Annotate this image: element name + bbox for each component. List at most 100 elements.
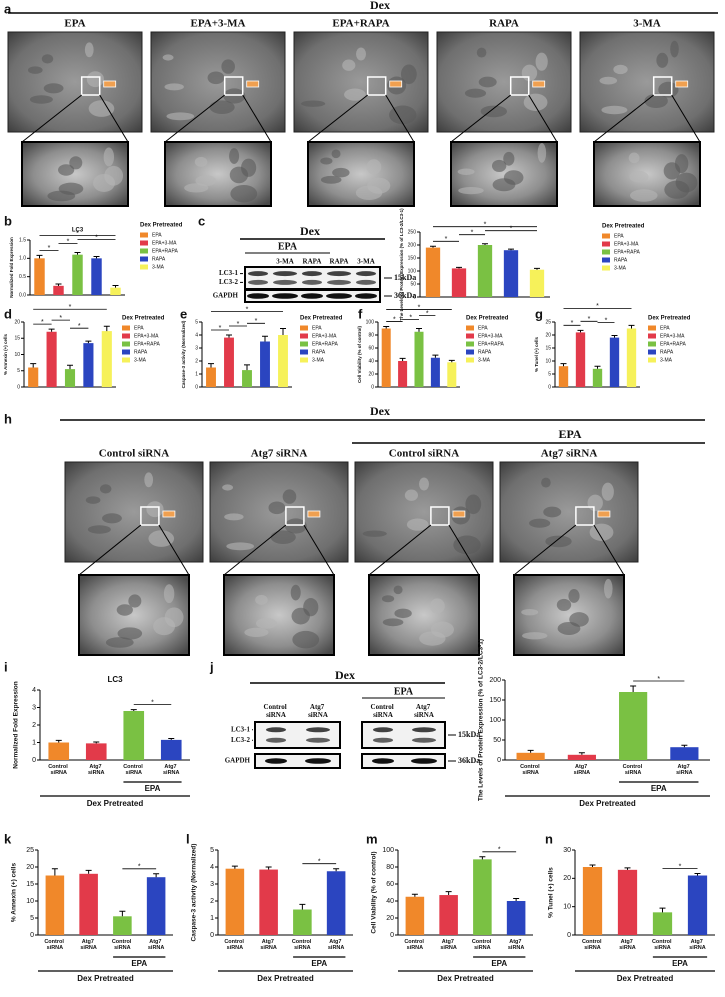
bar xyxy=(575,332,586,387)
significance-label: * xyxy=(151,699,154,706)
bar xyxy=(46,331,57,387)
error-bar xyxy=(74,251,81,255)
legend-title: Dex Pretreated xyxy=(300,316,343,322)
zoom-box xyxy=(366,76,387,96)
legend-title: Dex Pretreated xyxy=(648,316,691,322)
arrow-marker xyxy=(597,510,611,518)
error-bar xyxy=(333,868,340,872)
band xyxy=(356,271,376,277)
bar xyxy=(260,341,270,387)
legend-label: EPA+RAPA xyxy=(614,249,640,255)
organelle xyxy=(209,100,235,114)
error-bar xyxy=(119,910,126,917)
legend-swatch xyxy=(122,349,130,355)
bar xyxy=(123,711,145,760)
band xyxy=(327,271,351,277)
organelle xyxy=(284,518,307,534)
organelle xyxy=(362,530,387,537)
arrow-marker xyxy=(307,510,321,518)
micrograph xyxy=(579,31,715,133)
blot-group: EPA xyxy=(394,686,414,697)
significance-label: * xyxy=(95,234,98,241)
organelle xyxy=(529,518,551,528)
y-tick-label: 20 xyxy=(386,915,394,922)
error-bar xyxy=(479,856,486,860)
bar xyxy=(582,867,603,935)
bar xyxy=(425,247,441,297)
y-tick-label: 20 xyxy=(563,875,571,882)
legend-label: EPA+3-MA xyxy=(660,333,685,339)
y-tick-label: 0 xyxy=(497,757,501,764)
panel-letter: b xyxy=(4,213,12,228)
arrow-marker xyxy=(103,80,117,88)
x-tick-label: Control siRNA xyxy=(48,764,69,776)
significance-label: * xyxy=(605,317,608,324)
organelle xyxy=(207,71,225,85)
organelle xyxy=(221,59,235,74)
panel-letter: g xyxy=(535,306,543,321)
legend-swatch xyxy=(140,264,148,270)
panel-letter: l xyxy=(186,831,190,846)
significance-label: * xyxy=(255,318,258,325)
band xyxy=(302,279,322,285)
significance-label: * xyxy=(69,304,72,311)
y-tick-label: 15 xyxy=(545,345,551,351)
bar xyxy=(617,869,638,935)
band xyxy=(327,279,351,285)
y-tick-label: 200 xyxy=(489,677,501,684)
zoom-frame xyxy=(593,141,701,207)
zoom-frame xyxy=(164,141,272,207)
error-bar xyxy=(130,709,137,711)
error-bar xyxy=(624,867,631,870)
significance-label: * xyxy=(484,222,487,229)
significance-label: * xyxy=(498,847,501,854)
legend-swatch xyxy=(300,341,308,347)
organelle xyxy=(458,186,484,195)
zoom-line xyxy=(368,524,432,576)
zoom-frame xyxy=(21,141,129,207)
zoom-line xyxy=(450,94,512,143)
organelle xyxy=(290,584,301,601)
row-label: LC3-2 xyxy=(219,278,239,286)
significance-label: * xyxy=(393,316,396,323)
error-bar xyxy=(416,328,422,332)
organelle xyxy=(675,172,698,193)
x-tick-label: Atg7 siRNA xyxy=(328,939,345,951)
zoom-line xyxy=(99,94,129,143)
zoom-line xyxy=(528,94,558,143)
zoom-line xyxy=(385,94,415,143)
organelle xyxy=(58,164,75,176)
bar xyxy=(224,337,234,387)
legend-swatch xyxy=(466,341,474,347)
organelle xyxy=(599,76,618,85)
significance-label: * xyxy=(237,321,240,328)
micrograph xyxy=(499,461,639,563)
error-bar xyxy=(456,266,462,269)
legend-swatch xyxy=(466,333,474,339)
zoom-box xyxy=(652,76,673,96)
x-tick-label: Control siRNA xyxy=(404,939,425,951)
legend-label: EPA+RAPA xyxy=(312,341,338,347)
y-tick-label: 2 xyxy=(210,898,214,905)
x-tick-label: Control siRNA xyxy=(582,939,603,951)
legend-label: EPA+3-MA xyxy=(134,333,159,339)
legend-label: RAPA xyxy=(312,349,326,355)
error-bar xyxy=(55,739,62,743)
legend-label: RAPA xyxy=(478,349,492,355)
y-tick-label: 60 xyxy=(368,345,374,351)
organelle xyxy=(476,47,487,58)
legend-swatch xyxy=(466,325,474,331)
organelle xyxy=(457,168,475,175)
bar xyxy=(447,362,457,387)
error-bar xyxy=(67,364,73,370)
bar xyxy=(652,912,673,935)
zoom-line xyxy=(164,94,226,143)
error-bar xyxy=(694,873,701,876)
panel-letter: e xyxy=(180,306,187,321)
y-tick-label: 80 xyxy=(368,332,374,338)
chart-title: LC3 xyxy=(72,228,84,234)
zoom-box xyxy=(575,506,595,526)
organelle xyxy=(419,477,429,491)
lane-label: RAPA xyxy=(303,258,322,266)
organelle xyxy=(541,477,551,488)
